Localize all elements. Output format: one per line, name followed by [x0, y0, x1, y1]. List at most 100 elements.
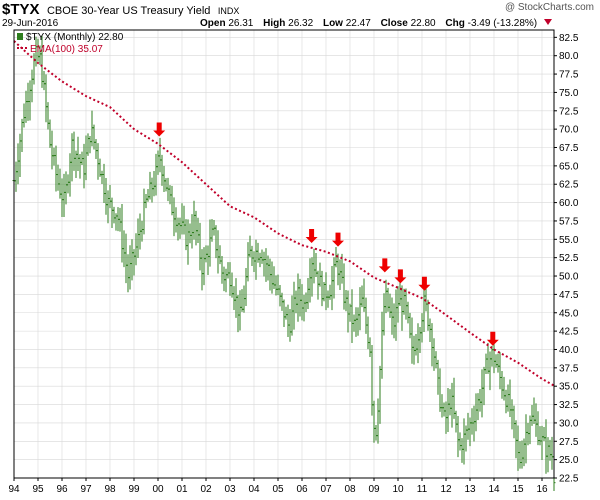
y-tick-label: 65.0: [559, 161, 579, 172]
price-bar: [202, 247, 206, 286]
price-bar: [250, 245, 254, 266]
down-arrow-icon: [153, 122, 166, 137]
y-tick-label: 22.5: [559, 474, 579, 485]
price-bar: [540, 425, 544, 461]
price-bar: [192, 200, 196, 240]
price-bar: [182, 205, 186, 235]
price-bar: [326, 290, 330, 308]
high-label: High: [263, 18, 286, 29]
down-arrow-icon: [394, 269, 407, 284]
price-bar: [94, 138, 98, 160]
price-bar: [514, 420, 518, 459]
price-bar: [188, 223, 192, 244]
price-bar: [72, 131, 76, 171]
price-bar: [284, 306, 288, 320]
price-bar: [270, 261, 274, 294]
price-bar: [260, 249, 264, 264]
price-bar: [350, 289, 354, 344]
price-bar: [22, 103, 26, 128]
price-bar: [30, 69, 34, 103]
price-bar: [194, 210, 198, 246]
price-bar: [32, 53, 36, 85]
price-bar: [252, 251, 256, 272]
price-bar: [152, 171, 156, 197]
chart-header: $TYX CBOE 30-Year US Treasury Yield INDX…: [0, 0, 600, 32]
price-bar: [258, 252, 262, 268]
price-bar: [64, 171, 68, 205]
price-bar: [120, 203, 124, 263]
price-bar: [272, 266, 276, 290]
price-bar: [468, 417, 472, 447]
price-bar: [52, 147, 56, 166]
price-bar: [520, 440, 524, 469]
open-label: Open: [200, 18, 226, 29]
price-bar: [100, 170, 104, 184]
price-bar: [402, 288, 406, 315]
price-bar: [376, 398, 380, 444]
y-tick-label: 40.0: [559, 345, 579, 356]
price-bar: [158, 137, 162, 173]
price-bar: [534, 403, 538, 437]
price-bar: [290, 295, 294, 336]
x-tick-label: 16: [536, 484, 548, 495]
price-bar: [136, 218, 140, 259]
price-bar: [404, 288, 408, 320]
price-bar: [496, 353, 500, 373]
price-bar: [214, 225, 218, 259]
price-bar: [538, 426, 542, 446]
x-tick-label: 02: [200, 484, 212, 495]
price-bar: [354, 307, 358, 337]
price-bar: [318, 262, 322, 287]
price-bar: [156, 150, 160, 175]
price-bar: [206, 245, 210, 275]
price-bar: [134, 233, 138, 266]
price-bar: [302, 294, 306, 322]
y-tick-label: 30.0: [559, 418, 579, 429]
price-bar: [484, 353, 488, 375]
price-bar: [516, 425, 520, 471]
price-bar: [126, 254, 130, 293]
price-bar: [392, 303, 396, 339]
price-bar: [434, 351, 438, 369]
price-bar: [504, 389, 508, 414]
price-bar: [502, 376, 506, 401]
x-tick-label: 95: [32, 484, 44, 495]
price-bar: [276, 274, 280, 296]
y-tick-label: 75.0: [559, 88, 579, 99]
price-bar: [528, 415, 532, 445]
price-bar: [414, 334, 418, 356]
price-bar: [472, 405, 476, 442]
price-bar: [440, 394, 444, 418]
price-bar: [248, 235, 252, 258]
change-value: -3.49 (-13.28%): [467, 18, 538, 29]
x-tick-label: 97: [80, 484, 92, 495]
x-tick-label: 01: [176, 484, 188, 495]
x-tick-label: 07: [320, 484, 332, 495]
price-bar: [448, 389, 452, 416]
x-tick-label: 08: [344, 484, 356, 495]
price-bar: [526, 422, 530, 446]
legend: $TYX (Monthly) 22.80 EMA(100) 35.07: [17, 32, 124, 55]
price-bar: [384, 279, 388, 314]
y-tick-label: 82.5: [559, 33, 579, 44]
price-bar: [48, 119, 52, 148]
price-bar: [20, 118, 24, 152]
y-tick-label: 37.5: [559, 363, 579, 374]
price-bar: [416, 323, 420, 364]
price-bar: [110, 197, 114, 229]
price-bar: [24, 90, 28, 123]
x-tick-label: 94: [8, 484, 20, 495]
price-bar: [522, 438, 526, 467]
price-bar: [186, 219, 190, 265]
price-bar: [550, 436, 554, 470]
down-arrow-icon: [486, 331, 499, 346]
x-tick-label: 12: [440, 484, 452, 495]
y-tick-label: 32.5: [559, 400, 579, 411]
price-bar: [254, 239, 258, 280]
price-bar: [500, 370, 504, 399]
price-bar: [164, 178, 168, 192]
price-bar: [262, 251, 266, 277]
price-bar: [446, 387, 450, 432]
y-tick-label: 67.5: [559, 143, 579, 154]
price-bar: [480, 369, 484, 418]
